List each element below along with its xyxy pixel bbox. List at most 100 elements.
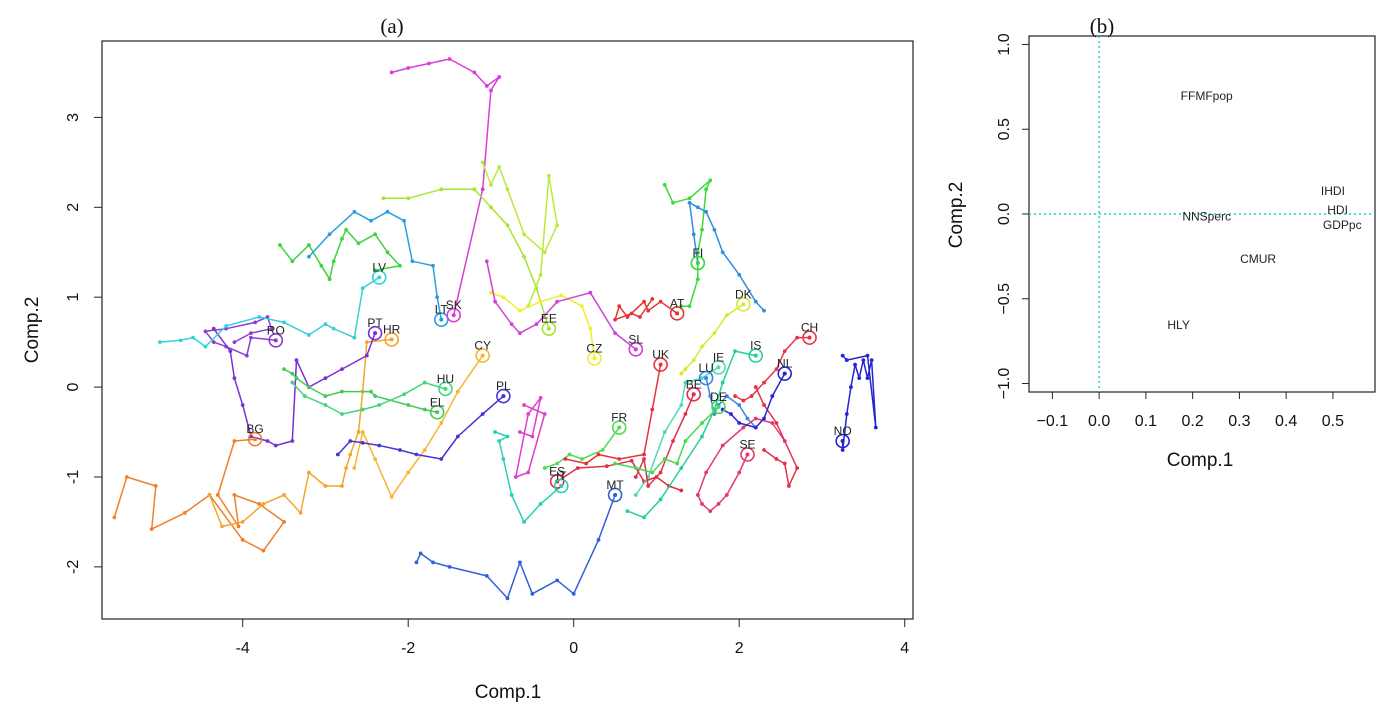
series-line-lu: [705, 377, 757, 429]
series-point: [389, 70, 394, 75]
series-point: [542, 412, 547, 416]
series-point: [422, 407, 427, 412]
series-point: [683, 380, 688, 385]
series-point: [625, 315, 630, 319]
series-point: [849, 385, 853, 389]
series-point: [331, 259, 336, 264]
panel-b-x-tick-label: 0.2: [1182, 413, 1204, 430]
label-marker-cz: [587, 351, 602, 366]
label-marker-cy: [475, 348, 490, 363]
series-point: [687, 200, 692, 205]
series-point: [389, 494, 394, 499]
series-point: [385, 209, 390, 214]
series-point: [153, 484, 158, 488]
series-point: [613, 317, 617, 322]
series-point: [340, 389, 344, 394]
series-point: [596, 452, 601, 457]
series-point: [695, 277, 700, 282]
panel-a-x-tick-label: 4: [900, 640, 909, 657]
panel-b-x-axis-title: Comp.1: [1167, 450, 1234, 471]
series-point: [360, 440, 365, 445]
series-point: [480, 187, 485, 192]
series-line-fi: [688, 202, 765, 312]
series-point: [426, 61, 431, 66]
series-point: [526, 470, 531, 475]
series-point: [720, 250, 725, 255]
label-marker-hu: [438, 381, 453, 397]
variable-label-ihdi: IHDI: [1321, 184, 1345, 198]
panel-b-y-tick-label: 0.0: [996, 203, 1013, 225]
series-line-pl: [337, 395, 504, 460]
series-point: [662, 430, 667, 434]
series-point: [567, 452, 572, 457]
series-point: [356, 430, 361, 434]
series-point: [646, 308, 651, 313]
series-point: [323, 376, 328, 380]
series-point: [240, 520, 245, 524]
series-line-ro: [204, 316, 276, 357]
series-point: [290, 259, 295, 264]
series-point: [236, 524, 241, 529]
label-marker-mt: [607, 487, 623, 503]
label-marker-dot-at: [675, 311, 680, 316]
series-point: [559, 293, 564, 298]
series-point: [352, 209, 357, 214]
series-point: [191, 335, 195, 340]
series-point: [600, 448, 605, 452]
series-point: [331, 326, 336, 331]
series-point: [646, 484, 651, 488]
series-point: [658, 299, 663, 304]
label-marker-lv: [371, 270, 387, 285]
series-point: [439, 421, 444, 425]
variable-label-gdppc: GDPpc: [1323, 218, 1362, 232]
series-point: [480, 412, 485, 416]
country-label-sk: SK: [446, 298, 462, 312]
label-marker-is: [748, 348, 764, 363]
series-point: [762, 448, 766, 452]
series-point: [253, 320, 257, 325]
series-point: [306, 385, 311, 389]
label-marker-ie: [711, 360, 726, 375]
series-point: [484, 259, 489, 264]
series-point: [683, 367, 688, 372]
series-point: [671, 200, 675, 205]
series-point: [691, 358, 696, 363]
variable-label-ffmfpop: FFMFpop: [1181, 89, 1233, 103]
panel-b-x-tick-label: 0.1: [1135, 413, 1157, 430]
series-line-cy: [353, 355, 484, 498]
series-point: [505, 434, 510, 439]
label-marker-ee: [541, 321, 557, 336]
series-point: [596, 537, 601, 542]
series-point: [249, 335, 253, 340]
series-point: [571, 591, 576, 596]
series-point: [323, 394, 328, 398]
series-point: [708, 394, 713, 398]
label-marker-dot-uk: [658, 362, 663, 367]
country-label-lv: LV: [372, 260, 386, 274]
series-point: [638, 315, 642, 319]
panel-b: (b) Comp.1 Comp.2 −0.1 0.0 0.1 0.2 0.3 0.4 0.5…: [946, 14, 1376, 471]
series-point: [294, 358, 299, 363]
series-point: [720, 443, 725, 448]
series-point: [265, 439, 270, 443]
series-point: [182, 511, 187, 515]
panel-a-x-tick-label: -2: [401, 640, 415, 657]
series-point: [489, 88, 493, 93]
series-point: [762, 380, 766, 385]
series-point: [555, 461, 560, 466]
country-label-pt: PT: [367, 316, 383, 330]
series-se: [695, 416, 787, 514]
series-point: [691, 232, 696, 237]
panel-b-y-axis-title: Comp.2: [946, 182, 967, 249]
series-point: [505, 596, 510, 601]
series-point: [555, 223, 560, 228]
panel-a-series: [112, 57, 878, 601]
label-marker-el: [429, 404, 445, 420]
series-point: [530, 434, 535, 439]
label-marker-dot-se: [745, 452, 750, 457]
series-point: [484, 84, 489, 88]
label-marker-dot-be: [691, 392, 696, 397]
series-point: [522, 520, 526, 524]
label-marker-se: [740, 447, 755, 462]
series-point: [762, 308, 766, 313]
